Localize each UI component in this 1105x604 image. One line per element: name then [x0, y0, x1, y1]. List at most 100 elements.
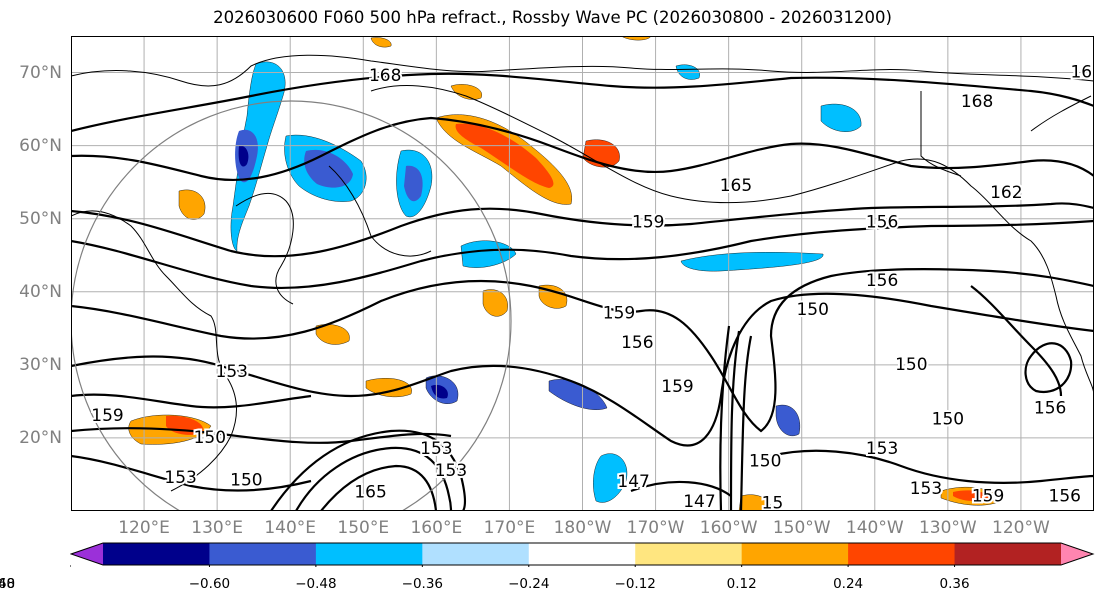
latitude-tick-label: 40°N [19, 281, 62, 302]
colorbar-tick-label: −0.24 [508, 576, 550, 592]
contour-label: 168 [1070, 63, 1094, 83]
contour-label: 165 [354, 483, 386, 503]
negative-anomaly-region [404, 165, 423, 202]
latitude-tick-label: 30°N [19, 354, 62, 375]
contour-label: 153 [216, 362, 248, 382]
positive-anomaly-region [482, 289, 508, 317]
longitude-tick-label: 150°E [337, 518, 390, 538]
colorbar-segment [528, 543, 636, 565]
contour-label: 150 [749, 451, 781, 471]
positive-anomaly-region [315, 324, 350, 345]
colorbar-segment [209, 543, 317, 565]
colorbar-segment [635, 543, 743, 565]
contour-label: 150 [194, 428, 226, 448]
contour-label: 156 [866, 212, 898, 232]
longitude-tick-label: 140°W [845, 518, 904, 538]
contour-label: 156 [1049, 486, 1081, 506]
map-title: 2026030600 F060 500 hPa refract., Rossby… [213, 8, 892, 27]
colorbar-segment [315, 543, 423, 565]
coastlines [71, 54, 1094, 492]
positive-anomaly-region [450, 84, 482, 100]
contour-label: 156 [866, 271, 898, 291]
contour-label: 153 [910, 479, 942, 499]
positive-anomaly-region [455, 123, 554, 188]
colorbar-tick-label: −0.60 [188, 576, 231, 592]
negative-anomaly-region [431, 384, 448, 399]
negative-anomaly-region [820, 103, 862, 132]
colorbar-tick-label: −0.36 [401, 576, 444, 592]
contour-label: 150 [895, 355, 927, 375]
contour-label: 15 [762, 494, 784, 511]
positive-anomaly-region [538, 284, 568, 309]
colorbar-segment [422, 543, 530, 565]
longitude-tick-label: 150°W [772, 518, 831, 538]
map-panel: 168 168 168 165 162 159 156 156 159 156 150 150 150 1… [71, 36, 1094, 511]
colorbar-tick-label: −0.12 [614, 576, 656, 592]
longitude-tick-label: 160°E [410, 518, 463, 538]
colorbar-segment [848, 543, 956, 565]
contour-label: 147 [617, 472, 649, 492]
positive-anomaly-region [178, 189, 206, 220]
negative-anomaly-region [230, 61, 286, 252]
longitude-tick-label: 130°E [191, 518, 243, 538]
graticule [71, 36, 1094, 511]
positive-anomaly-region [370, 37, 392, 48]
contour-label: 150 [796, 300, 828, 320]
colorbar-segment [103, 543, 210, 565]
contour-label: 156 [621, 333, 653, 353]
latitude-tick-label: 60°N [19, 135, 62, 156]
positive-anomaly-region [953, 490, 991, 502]
colorbar-extend-high [1061, 543, 1093, 565]
negative-anomaly-region [775, 404, 801, 437]
contour-label: 159 [632, 212, 664, 232]
colorbar-segment [741, 543, 849, 565]
negative-anomaly-region [460, 240, 517, 268]
contour-label: 153 [420, 439, 452, 459]
height-contours [71, 72, 1094, 511]
positive-anomaly-region [620, 36, 652, 41]
contour-label: 153 [164, 468, 196, 488]
contour-label: 159 [972, 486, 1004, 506]
contour-label: 165 [720, 176, 752, 196]
colorbar-tick-label: 0.60 [0, 576, 16, 592]
latitude-tick-label: 70°N [19, 62, 62, 83]
colorbar-tick-label: 0.36 [939, 576, 970, 592]
longitude-tick-label: 160°W [699, 518, 758, 538]
contour-label: 159 [91, 406, 123, 426]
contour-label: 150 [932, 410, 964, 430]
contour-label: 156 [1034, 399, 1066, 419]
contour-label: 168 [961, 92, 993, 112]
colorbar-tick-label: 0.24 [833, 576, 864, 592]
longitude-tick-label: 180°W [553, 518, 612, 538]
negative-anomaly-region [238, 145, 249, 167]
longitude-tick-label: 120°W [992, 518, 1050, 538]
longitude-tick-label: 170°E [483, 518, 536, 538]
contour-label: 153 [435, 461, 467, 481]
colorbar-outline [70, 542, 1095, 566]
contour-label: 168 [369, 66, 401, 86]
positive-anomaly-region [738, 494, 772, 511]
colorbar-tick-label: −0.48 [295, 576, 337, 592]
contour-label: 159 [603, 304, 635, 324]
longitude-tick-label: 140°E [264, 518, 317, 538]
colorbar-tick-label: 0.48 [0, 576, 16, 592]
contour-label: 150 [230, 470, 262, 490]
contour-label: 153 [866, 439, 898, 459]
colorbar-segment [954, 543, 1062, 565]
contour-label: 162 [990, 183, 1022, 203]
latitude-tick-label: 20°N [19, 427, 62, 448]
colorbar-extend-low [71, 543, 103, 565]
longitude-tick-label: 130°W [918, 518, 977, 538]
refractivity-shading [128, 36, 1002, 511]
positive-anomaly-region [365, 378, 412, 398]
colorbar [70, 542, 1095, 567]
negative-anomaly-region [593, 453, 628, 503]
contour-labels: 168 168 168 165 162 159 156 156 159 156 150 150 150 1… [89, 61, 1094, 511]
contour-label: 159 [661, 377, 693, 397]
longitude-tick-label: 170°W [626, 518, 685, 538]
colorbar-tick-label: 0.12 [726, 576, 757, 592]
map-canvas: 168 168 168 165 162 159 156 156 159 156 150 150 150 1… [71, 36, 1094, 511]
great-circle [71, 100, 512, 511]
contour-label: 147 [683, 492, 715, 511]
latitude-tick-label: 50°N [19, 208, 62, 229]
